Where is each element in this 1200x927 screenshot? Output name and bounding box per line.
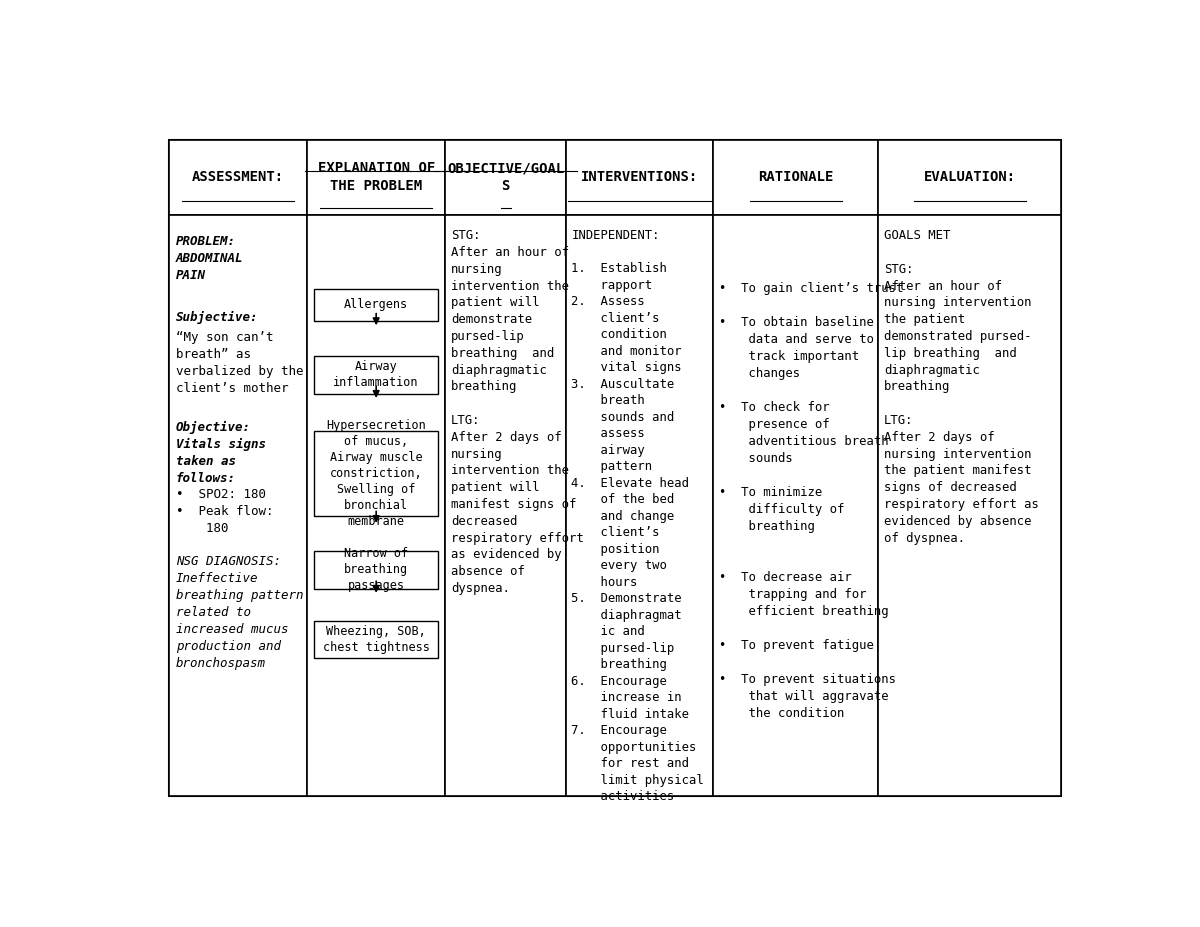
Text: EVALUATION:: EVALUATION: [924,171,1016,184]
Text: OBJECTIVE/GOAL
S: OBJECTIVE/GOAL S [448,161,564,194]
Text: Narrow of
breathing
passages: Narrow of breathing passages [344,547,408,592]
FancyBboxPatch shape [314,620,438,658]
FancyBboxPatch shape [307,140,445,215]
Text: INDEPENDENT:

1.  Establish
    rapport
2.  Assess
    client’s
    condition
  : INDEPENDENT: 1. Establish rapport 2. Ass… [571,229,704,804]
FancyBboxPatch shape [168,215,307,796]
Text: STG:
After an hour of
nursing
intervention the
patient will
demonstrate
pursed-l: STG: After an hour of nursing interventi… [451,229,583,595]
FancyBboxPatch shape [314,431,438,515]
Text: NSG DIAGNOSIS:
Ineffective
breathing pattern
related to
increased mucus
producti: NSG DIAGNOSIS: Ineffective breathing pat… [176,555,304,670]
Text: •  SPO2: 180
•  Peak flow:
    180: • SPO2: 180 • Peak flow: 180 [176,489,274,535]
Text: RATIONALE: RATIONALE [758,171,834,184]
Text: “My son can’t
breath” as
verbalized by the
client’s mother: “My son can’t breath” as verbalized by t… [176,331,304,395]
Text: Hypersecretion
of mucus,
Airway muscle
constriction,
Swelling of
bronchial
membr: Hypersecretion of mucus, Airway muscle c… [326,419,426,528]
Text: •  To gain client’s trust

•  To obtain baseline
    data and serve to
    track: • To gain client’s trust • To obtain bas… [719,282,904,719]
Text: GOALS MET

STG:
After an hour of
nursing intervention
the patient
demonstrated p: GOALS MET STG: After an hour of nursing … [884,229,1039,545]
FancyBboxPatch shape [168,140,307,215]
Text: ASSESSMENT:: ASSESSMENT: [192,171,284,184]
FancyBboxPatch shape [445,140,566,215]
Text: Subjective:: Subjective: [176,311,258,324]
Text: Wheezing, SOB,
chest tightness: Wheezing, SOB, chest tightness [323,625,430,654]
FancyBboxPatch shape [307,215,445,796]
FancyBboxPatch shape [314,551,438,589]
Text: EXPLANATION OF
THE PROBLEM: EXPLANATION OF THE PROBLEM [318,161,434,194]
FancyBboxPatch shape [713,215,878,796]
FancyBboxPatch shape [445,215,566,796]
FancyBboxPatch shape [878,215,1062,796]
FancyBboxPatch shape [168,140,1062,796]
FancyBboxPatch shape [713,140,878,215]
Text: INTERVENTIONS:: INTERVENTIONS: [581,171,698,184]
Text: Objective:
Vitals signs
taken as
follows:: Objective: Vitals signs taken as follows… [176,421,266,486]
FancyBboxPatch shape [878,140,1062,215]
FancyBboxPatch shape [314,289,438,321]
Text: Allergens: Allergens [344,298,408,311]
Text: Airway
inflammation: Airway inflammation [334,361,419,389]
FancyBboxPatch shape [314,356,438,394]
FancyBboxPatch shape [566,215,713,796]
Text: PROBLEM:
ABDOMINAL
PAIN: PROBLEM: ABDOMINAL PAIN [176,235,244,282]
FancyBboxPatch shape [566,140,713,215]
